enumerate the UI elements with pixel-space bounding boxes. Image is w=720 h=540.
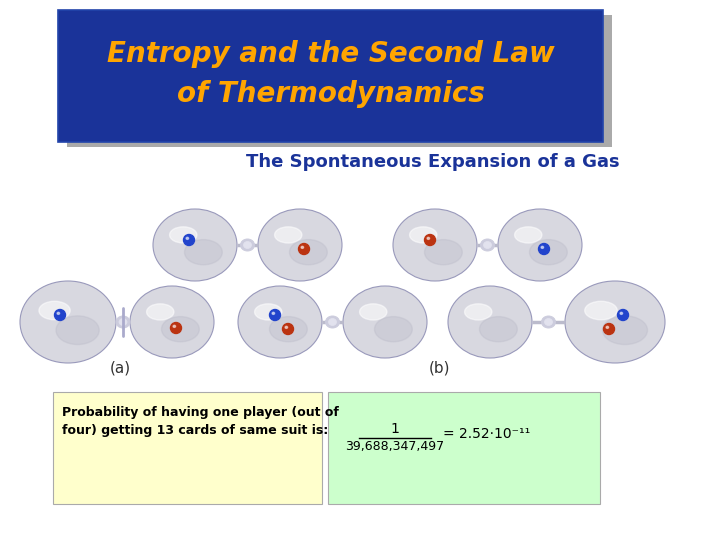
Text: Entropy and the Second Law
of Thermodynamics: Entropy and the Second Law of Thermodyna… — [107, 40, 554, 107]
Ellipse shape — [289, 240, 328, 265]
Ellipse shape — [285, 326, 287, 328]
Ellipse shape — [171, 322, 181, 334]
Ellipse shape — [603, 323, 614, 334]
Ellipse shape — [544, 319, 552, 326]
Ellipse shape — [515, 227, 542, 243]
Ellipse shape — [410, 227, 437, 243]
Ellipse shape — [55, 309, 66, 321]
Text: 1: 1 — [390, 422, 400, 436]
Ellipse shape — [606, 326, 608, 328]
FancyBboxPatch shape — [67, 15, 612, 147]
Ellipse shape — [393, 209, 477, 281]
Ellipse shape — [282, 323, 294, 334]
Ellipse shape — [186, 237, 189, 239]
Ellipse shape — [116, 316, 130, 328]
Ellipse shape — [541, 316, 556, 328]
Ellipse shape — [274, 227, 302, 243]
Text: (b): (b) — [429, 361, 451, 375]
FancyBboxPatch shape — [53, 392, 322, 504]
Ellipse shape — [161, 316, 199, 342]
Ellipse shape — [238, 286, 322, 358]
Ellipse shape — [541, 246, 544, 248]
Ellipse shape — [119, 319, 127, 326]
Ellipse shape — [301, 246, 304, 248]
Ellipse shape — [585, 301, 617, 320]
FancyBboxPatch shape — [328, 392, 600, 504]
Ellipse shape — [425, 234, 436, 246]
Ellipse shape — [603, 316, 647, 345]
Ellipse shape — [57, 312, 60, 314]
Ellipse shape — [173, 325, 176, 327]
FancyBboxPatch shape — [58, 10, 603, 142]
Ellipse shape — [374, 316, 413, 342]
Text: (a): (a) — [109, 361, 130, 375]
Ellipse shape — [170, 227, 197, 243]
Ellipse shape — [258, 209, 342, 281]
Ellipse shape — [539, 244, 549, 254]
Ellipse shape — [39, 301, 70, 320]
Ellipse shape — [328, 319, 336, 326]
Ellipse shape — [255, 304, 282, 320]
Ellipse shape — [269, 316, 307, 342]
Ellipse shape — [425, 240, 462, 265]
Ellipse shape — [153, 209, 237, 281]
Ellipse shape — [427, 237, 430, 239]
Ellipse shape — [565, 281, 665, 363]
Text: The Spontaneous Expansion of a Gas: The Spontaneous Expansion of a Gas — [246, 153, 620, 171]
Text: = 2.52·10⁻¹¹: = 2.52·10⁻¹¹ — [443, 427, 530, 441]
Ellipse shape — [618, 309, 629, 321]
Ellipse shape — [484, 241, 492, 248]
Ellipse shape — [299, 244, 310, 254]
Ellipse shape — [498, 209, 582, 281]
Ellipse shape — [269, 309, 281, 321]
Ellipse shape — [272, 312, 274, 314]
Ellipse shape — [343, 286, 427, 358]
Ellipse shape — [620, 312, 623, 314]
Ellipse shape — [20, 281, 116, 363]
Ellipse shape — [480, 316, 517, 342]
Ellipse shape — [56, 316, 99, 345]
Text: 39,688,347,497: 39,688,347,497 — [346, 440, 444, 453]
Ellipse shape — [325, 316, 340, 328]
Ellipse shape — [184, 240, 222, 265]
Ellipse shape — [147, 304, 174, 320]
Ellipse shape — [448, 286, 532, 358]
Ellipse shape — [359, 304, 387, 320]
Ellipse shape — [243, 241, 251, 248]
Ellipse shape — [529, 240, 567, 265]
Ellipse shape — [184, 234, 194, 246]
Ellipse shape — [130, 286, 214, 358]
Ellipse shape — [240, 239, 254, 251]
Text: Probability of having one player (out of
four) getting 13 cards of same suit is:: Probability of having one player (out of… — [62, 406, 339, 437]
Ellipse shape — [464, 304, 492, 320]
Ellipse shape — [480, 239, 495, 251]
